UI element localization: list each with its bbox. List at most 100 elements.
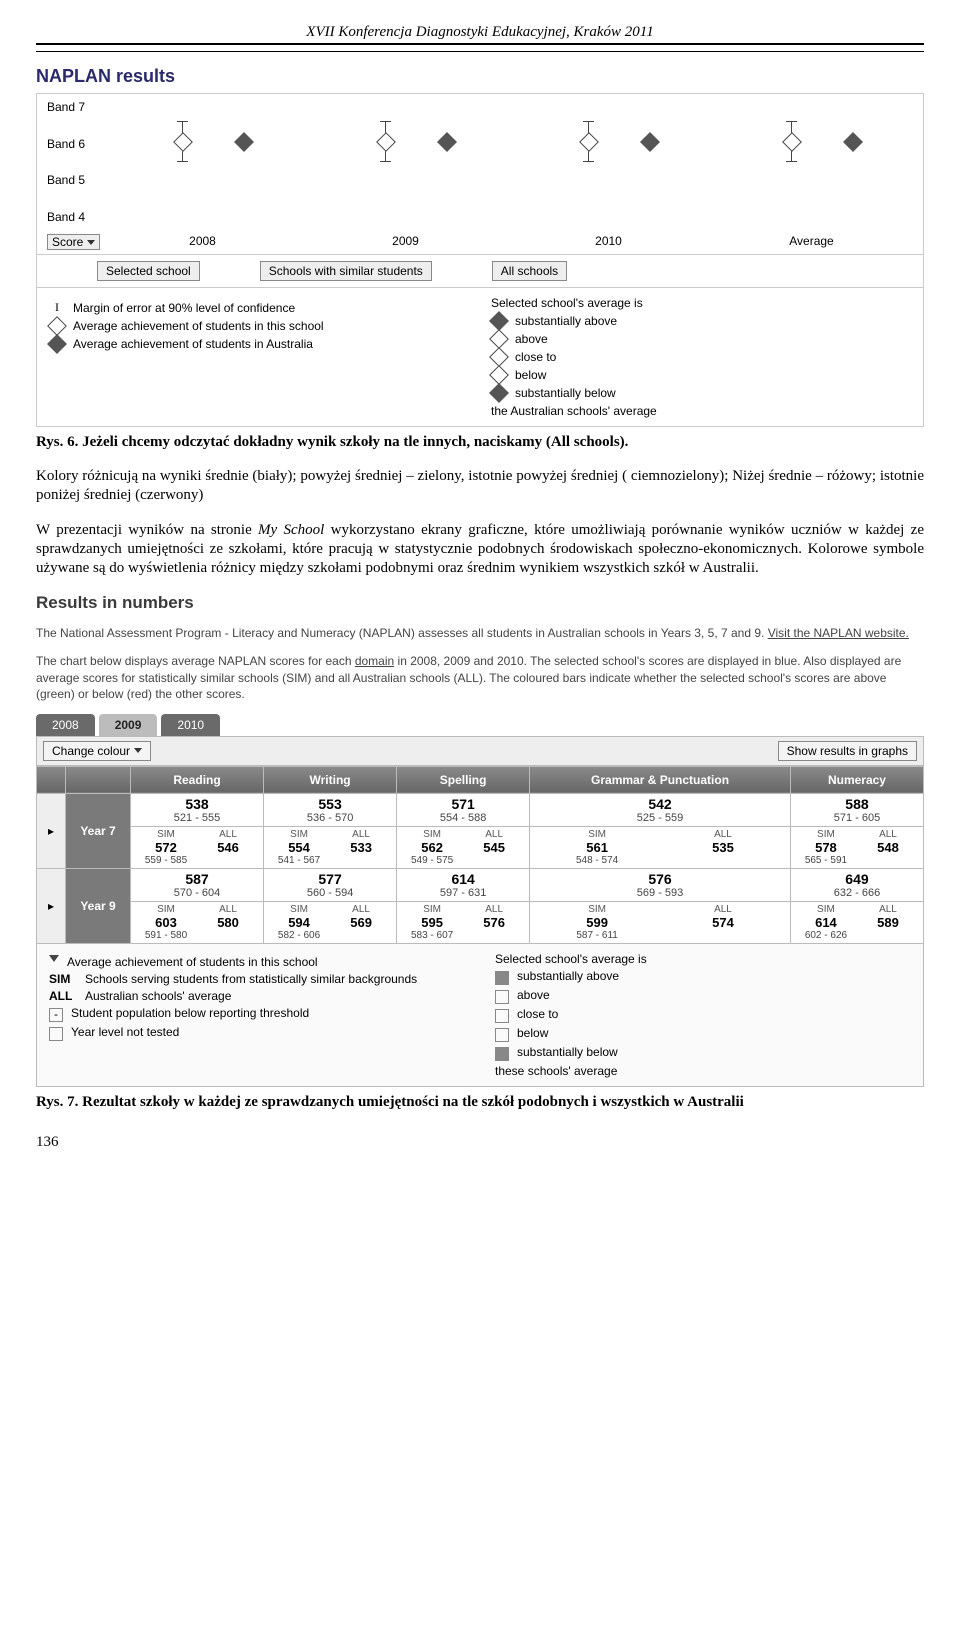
- legend-row: Average achievement of students in Austr…: [49, 337, 469, 351]
- score-select[interactable]: Score: [47, 234, 100, 250]
- column-header: Spelling: [397, 766, 530, 793]
- change-colour-label: Change colour: [52, 744, 130, 758]
- score-cell: 588571 - 605: [790, 793, 923, 826]
- australia-diamond-icon: [640, 132, 660, 152]
- legend-text: substantially above: [515, 314, 617, 328]
- show-graphs-button[interactable]: Show results in graphs: [778, 741, 917, 761]
- score-cell: 587570 - 604: [131, 868, 264, 901]
- legend-row: Average achievement of students in this …: [49, 955, 465, 969]
- score-cell: 614597 - 631: [397, 868, 530, 901]
- para1: Kolory różnicują na wyniki średnie (biał…: [36, 467, 924, 505]
- chevron-down-icon: [87, 240, 95, 245]
- legend-row: close to: [495, 1007, 911, 1023]
- legend-chip[interactable]: Selected school: [97, 261, 200, 281]
- subscore-cell: SIMALL561548 - 574535: [530, 826, 791, 868]
- legend-text: close to: [515, 350, 556, 364]
- legend-row: below: [491, 368, 911, 382]
- rin-toolbar: Change colour Show results in graphs: [36, 736, 924, 766]
- naplan-legend-right: Selected school's average is substantiall…: [491, 296, 911, 418]
- legend-row: SIMSchools serving students from statist…: [49, 972, 465, 986]
- score-cell: 649632 - 666: [790, 868, 923, 901]
- legend-text: above: [515, 332, 548, 346]
- legend-text: Average achievement of students in this …: [67, 955, 318, 969]
- score-cell: 576569 - 593: [530, 868, 791, 901]
- diamond-open-icon: [491, 332, 507, 346]
- legend-row: Year level not tested: [49, 1025, 465, 1041]
- diamond-filled-icon: [491, 314, 507, 328]
- column-header: Reading: [131, 766, 264, 793]
- legend-row: -Student population below reporting thre…: [49, 1006, 465, 1022]
- legend-right-footer: the Australian schools' average: [491, 404, 911, 418]
- legend-text: Australian schools' average: [85, 989, 231, 1003]
- change-colour-button[interactable]: Change colour: [43, 741, 151, 761]
- rin-desc1-link[interactable]: Visit the NAPLAN website.: [768, 626, 909, 640]
- box-icon: [49, 1027, 63, 1041]
- subscore-cell: SIMALL595583 - 607576: [397, 901, 530, 943]
- x-axis-label: Average: [710, 234, 913, 248]
- column-header: Numeracy: [790, 766, 923, 793]
- legend-row: substantially above: [495, 969, 911, 985]
- chart-column: [710, 100, 913, 224]
- x-axis-label: 2010: [507, 234, 710, 248]
- rin-table: ReadingWritingSpellingGrammar & Punctuat…: [36, 766, 924, 944]
- column-header: Grammar & Punctuation: [530, 766, 791, 793]
- school-diamond-icon: [173, 132, 193, 152]
- para2-a: W prezentacji wyników na stronie: [36, 522, 258, 538]
- subscore-cell: SIMALL599587 - 611574: [530, 901, 791, 943]
- subscore-cell: SIMALL572559 - 585546: [131, 826, 264, 868]
- caption6-text: Rys. 6. Jeżeli chcemy odczytać dokładny …: [36, 434, 628, 450]
- subscore-cell: SIMALL578565 - 591548: [790, 826, 923, 868]
- naplan-plot: [101, 100, 913, 224]
- diamond-open-icon: [49, 319, 65, 333]
- school-diamond-icon: [782, 132, 802, 152]
- band-label: Band 5: [47, 173, 97, 187]
- diamond-filled-icon: [49, 337, 65, 351]
- year-cell: Year 7: [66, 793, 131, 868]
- legend-text: above: [517, 988, 550, 1002]
- chart-column: [304, 100, 507, 224]
- year-cell: Year 9: [66, 868, 131, 943]
- square-icon: [495, 1047, 509, 1061]
- naplan-title: NAPLAN results: [36, 62, 924, 93]
- australia-diamond-icon: [234, 132, 254, 152]
- expand-toggle[interactable]: ▸: [37, 868, 66, 943]
- naplan-legend-chips: Selected school Schools with similar stud…: [36, 255, 924, 288]
- diamond-open-icon: [491, 350, 507, 364]
- naplan-yaxis: Band 7Band 6Band 5Band 4: [47, 100, 97, 224]
- expand-toggle[interactable]: ▸: [37, 793, 66, 868]
- legend-text: substantially above: [517, 969, 619, 983]
- diamond-filled-icon: [491, 386, 507, 400]
- legend-chip[interactable]: All schools: [492, 261, 567, 281]
- naplan-legend2: IMargin of error at 90% level of confide…: [36, 288, 924, 427]
- page-header: XVII Konferencja Diagnostyki Edukacyjnej…: [36, 24, 924, 45]
- tab-2009[interactable]: 2009: [99, 714, 158, 736]
- band-label: Band 6: [47, 137, 97, 151]
- tab-2010[interactable]: 2010: [161, 714, 220, 736]
- legend-chip[interactable]: Schools with similar students: [260, 261, 432, 281]
- chart-column: [101, 100, 304, 224]
- triangle-icon: [49, 955, 59, 962]
- para2: W prezentacji wyników na stronie My Scho…: [36, 521, 924, 579]
- caption-7: Rys. 7. Rezultat szkoły w każdej ze spra…: [36, 1093, 924, 1112]
- legend-text: below: [517, 1026, 548, 1040]
- rin-desc1-a: The National Assessment Program - Litera…: [36, 626, 768, 640]
- legend-row: above: [495, 988, 911, 1004]
- legend-text: Margin of error at 90% level of confiden…: [73, 301, 295, 315]
- chevron-down-icon: [134, 748, 142, 753]
- tab-2008[interactable]: 2008: [36, 714, 95, 736]
- x-axis-label: 2009: [304, 234, 507, 248]
- rin-legend-left: Average achievement of students in this …: [49, 952, 465, 1078]
- legend-text: close to: [517, 1007, 558, 1021]
- legend-right-title: Selected school's average is: [491, 296, 911, 310]
- score-cell: 553536 - 570: [264, 793, 397, 826]
- rin-desc1: The National Assessment Program - Litera…: [36, 625, 924, 641]
- school-diamond-icon: [376, 132, 396, 152]
- rin-title: Results in numbers: [36, 593, 924, 613]
- x-axis-label: 2008: [101, 234, 304, 248]
- diamond-open-icon: [491, 368, 507, 382]
- rin-desc2-link[interactable]: domain: [355, 654, 394, 668]
- naplan-legend-left: IMargin of error at 90% level of confide…: [49, 296, 469, 418]
- legend-label: ALL: [49, 989, 77, 1003]
- table-row: ▸Year 9587570 - 604577560 - 594614597 - …: [37, 868, 924, 901]
- australia-diamond-icon: [843, 132, 863, 152]
